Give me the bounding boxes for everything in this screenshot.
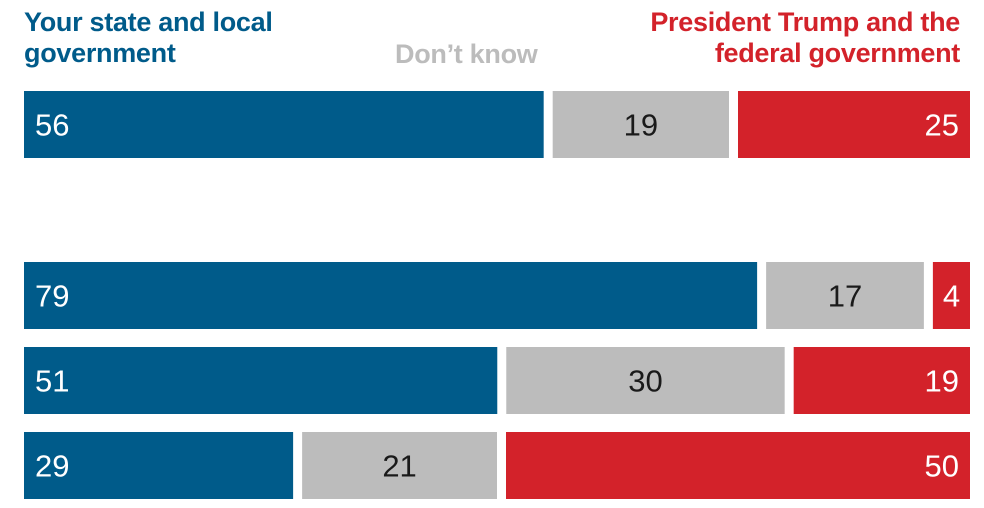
label-state-local-row-3: 51 bbox=[35, 364, 69, 399]
label-dont-know-row-3: 30 bbox=[628, 364, 662, 399]
bar-state-local-row-2 bbox=[24, 262, 758, 329]
label-state-local-row-1: 56 bbox=[35, 108, 69, 143]
bar-federal-row-1 bbox=[738, 91, 970, 158]
legend-state-local: Your state and local government bbox=[24, 7, 364, 69]
legend-state-local-line2: government bbox=[24, 38, 176, 68]
label-dont-know-row-1: 19 bbox=[624, 108, 658, 143]
bar-dont-know-row-1 bbox=[552, 91, 729, 158]
legend-dont-know: Don’t know bbox=[395, 39, 538, 69]
label-federal-row-3: 19 bbox=[925, 364, 959, 399]
bar-state-local-row-3 bbox=[24, 347, 498, 414]
bar-dont-know-row-4 bbox=[302, 432, 497, 499]
bar-dont-know-row-3 bbox=[506, 347, 785, 414]
bar-federal-row-3 bbox=[793, 347, 970, 414]
label-federal-row-2: 4 bbox=[943, 279, 960, 314]
legend-federal-line1: President Trump and the bbox=[650, 7, 960, 37]
label-dont-know-row-2: 17 bbox=[828, 279, 862, 314]
bar-dont-know-row-2 bbox=[766, 262, 924, 329]
label-federal-row-1: 25 bbox=[925, 108, 959, 143]
legend-federal-line2: federal government bbox=[714, 38, 960, 68]
label-dont-know-row-4: 21 bbox=[382, 449, 416, 484]
label-state-local-row-2: 79 bbox=[35, 279, 69, 314]
label-federal-row-4: 50 bbox=[925, 449, 959, 484]
bar-federal-row-4 bbox=[506, 432, 970, 499]
label-state-local-row-4: 29 bbox=[35, 449, 69, 484]
bar-state-local-row-1 bbox=[24, 91, 544, 158]
bar-federal-row-2 bbox=[932, 262, 970, 329]
bar-state-local-row-4 bbox=[24, 432, 294, 499]
legend-state-local-line1: Your state and local bbox=[24, 7, 273, 37]
legend-federal: President Trump and the federal governme… bbox=[560, 7, 960, 69]
